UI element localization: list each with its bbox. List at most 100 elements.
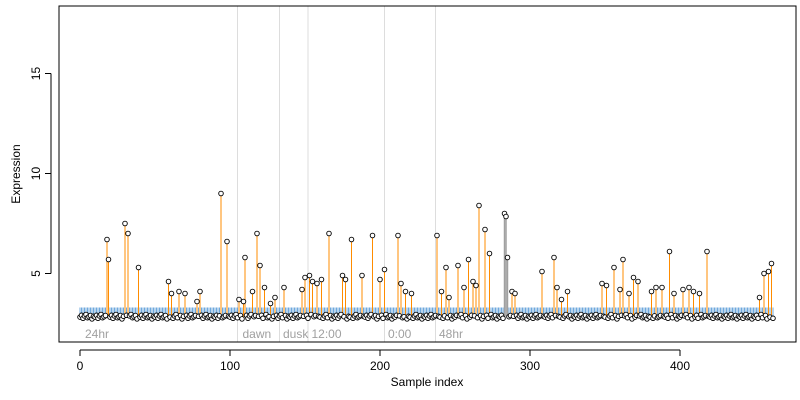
x-axis: 0 100 200 300 400 xyxy=(77,349,690,373)
spike-point xyxy=(197,288,203,295)
spike-point xyxy=(176,288,182,295)
spike-point xyxy=(696,290,703,297)
spike-point xyxy=(135,264,142,271)
spike-point xyxy=(461,284,467,291)
spike-point xyxy=(242,254,248,261)
spike-point xyxy=(603,282,610,289)
spike-point xyxy=(281,284,287,291)
data-point xyxy=(102,312,109,319)
spike-point xyxy=(539,268,545,275)
spike-point xyxy=(194,298,200,305)
spike-point xyxy=(482,226,488,233)
spike-point xyxy=(686,284,692,291)
spike-point xyxy=(182,290,188,297)
spike-point xyxy=(408,290,415,297)
spike-point xyxy=(486,250,493,257)
spike-point xyxy=(395,232,401,239)
spike-point xyxy=(348,236,355,243)
spike-point xyxy=(236,296,242,303)
spike-point xyxy=(254,230,260,237)
spike-point xyxy=(648,288,655,295)
y-tick-label: 5 xyxy=(29,270,43,277)
spike-point xyxy=(314,280,320,287)
spike-point xyxy=(558,296,565,303)
spike-point xyxy=(659,284,665,291)
region-label: 12:00 xyxy=(312,327,342,341)
spike-point xyxy=(554,284,560,291)
region-label: dusk xyxy=(283,327,309,341)
spike-point xyxy=(168,290,175,297)
spike-point xyxy=(302,274,308,281)
x-tick-label: 300 xyxy=(520,359,540,373)
spike-lines xyxy=(106,193,772,317)
spike-point xyxy=(626,290,632,297)
spike-point xyxy=(671,290,677,297)
spike-point xyxy=(446,294,452,301)
y-axis: 5 10 15 xyxy=(29,67,52,277)
spike-point xyxy=(105,256,112,263)
x-tick-label: 0 xyxy=(77,359,84,373)
spike-point xyxy=(465,256,472,263)
x-tick-label: 400 xyxy=(670,359,690,373)
spike-point xyxy=(473,282,479,289)
spike-point xyxy=(666,248,673,255)
spike-point xyxy=(761,270,767,277)
region-label: 24hr xyxy=(85,327,109,341)
spike-point xyxy=(690,288,697,295)
plot-frame xyxy=(58,5,797,343)
spike-point xyxy=(240,298,247,305)
spike-point xyxy=(635,278,641,285)
region-label: 48hr xyxy=(439,327,463,341)
spike-point xyxy=(704,248,710,255)
spike-point xyxy=(309,278,316,285)
spike-point xyxy=(611,264,617,271)
spike-point xyxy=(299,286,305,293)
data-point xyxy=(500,315,506,322)
y-tick-label: 15 xyxy=(29,67,43,81)
spike-point xyxy=(564,288,571,295)
spike-point xyxy=(443,264,449,271)
y-axis-label: Expression xyxy=(9,144,23,203)
spike-point xyxy=(765,268,772,275)
spike-point xyxy=(630,274,637,281)
spike-point xyxy=(551,254,557,261)
spike-point xyxy=(617,286,623,293)
spike-point xyxy=(620,256,626,263)
spike-point xyxy=(104,236,110,243)
region-label: dawn xyxy=(243,327,272,341)
spike-point xyxy=(267,300,274,307)
spike-point xyxy=(261,284,268,291)
spike-point xyxy=(218,190,224,197)
spike-point xyxy=(476,202,482,209)
spike-point xyxy=(224,238,230,245)
spike-point xyxy=(653,284,659,291)
spike-point xyxy=(680,286,686,293)
spike-point xyxy=(438,288,445,295)
spike-point xyxy=(434,232,440,239)
spike-point xyxy=(326,230,332,237)
spike-point xyxy=(249,288,256,295)
spike-point xyxy=(122,220,128,227)
spike-point xyxy=(125,230,131,237)
spike-point xyxy=(455,262,461,269)
spike-point xyxy=(369,232,376,239)
spike-point xyxy=(470,278,476,285)
spike-point xyxy=(377,276,383,283)
highlight-point xyxy=(504,254,511,261)
spike-point xyxy=(257,262,263,269)
spike-point xyxy=(318,276,325,283)
data-point xyxy=(770,315,776,322)
spike-point xyxy=(306,272,313,279)
x-tick-label: 200 xyxy=(370,359,390,373)
region-label: 0:00 xyxy=(388,327,412,341)
x-axis-label: Sample index xyxy=(391,375,464,389)
spike-point xyxy=(756,294,763,301)
spike-point xyxy=(272,294,278,301)
spike-point xyxy=(599,280,605,287)
x-tick-label: 100 xyxy=(220,359,240,373)
y-tick-label: 10 xyxy=(29,167,43,181)
data-points xyxy=(77,190,776,322)
spike-point xyxy=(512,290,518,297)
spike-point xyxy=(398,280,404,287)
